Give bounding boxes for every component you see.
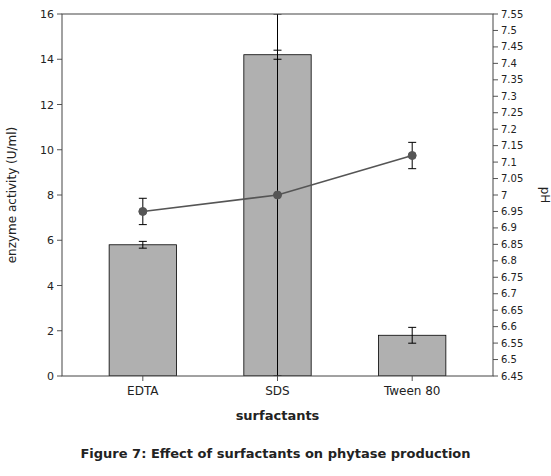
x-axis-label: surfactants — [236, 408, 320, 423]
y-tick — [57, 104, 62, 105]
y2-tick — [493, 145, 498, 146]
y-tick-label: 0 — [47, 370, 54, 383]
y2-tick-label: 6.5 — [501, 354, 517, 365]
y-tick-label: 8 — [47, 189, 54, 202]
y2-tick — [493, 277, 498, 278]
marker — [408, 152, 416, 160]
y2-tick — [493, 129, 498, 130]
y2-tick-label: 7 — [501, 190, 507, 201]
y-tick — [57, 330, 62, 331]
y2-tick — [493, 260, 498, 261]
y2-tick-label: 6.6 — [501, 321, 517, 332]
y2-tick — [493, 162, 498, 163]
y2-tick-label: 7.55 — [501, 9, 523, 20]
y-tick — [57, 149, 62, 150]
y2-tick — [493, 293, 498, 294]
y2-tick — [493, 211, 498, 212]
y-axis-label: enzyme activity (U/ml) — [5, 127, 19, 264]
error-bar — [139, 198, 147, 224]
y-tick — [57, 59, 62, 60]
y2-tick — [493, 244, 498, 245]
y2-tick — [493, 376, 498, 377]
error-bar — [408, 142, 416, 168]
chart-container: 0 2 4 6 8 10 12 14 16 6.45 6.5 6.55 6.6 6.65 6.7 6.75 6.… — [0, 0, 551, 476]
x-tick-label: SDS — [265, 384, 289, 398]
bar — [109, 245, 176, 376]
y2-tick — [493, 46, 498, 47]
y-tick-label: 10 — [40, 144, 54, 157]
y-tick-label: 16 — [40, 8, 54, 21]
y2-tick-label: 7.35 — [501, 74, 523, 85]
y-tick-label: 14 — [40, 53, 54, 66]
error-bar — [274, 14, 282, 376]
title: Figure 7: Effect of surfactants on phyta… — [80, 446, 470, 461]
y2-tick-label: 7.3 — [501, 91, 517, 102]
y2-tick — [493, 326, 498, 327]
y2-tick-label: 7.4 — [501, 58, 517, 69]
y2-tick-label: 6.95 — [501, 206, 523, 217]
y2-tick — [493, 195, 498, 196]
y-tick — [57, 240, 62, 241]
y2-tick — [493, 112, 498, 113]
y-tick — [57, 14, 62, 15]
marker — [274, 191, 282, 199]
error-bar — [139, 241, 147, 248]
y-tick-label: 4 — [47, 280, 54, 293]
error-bar — [408, 327, 416, 343]
x-tick-label: EDTA — [127, 384, 159, 398]
y2-tick-label: 6.8 — [501, 255, 517, 266]
plot-data — [109, 14, 446, 376]
y2-tick — [493, 96, 498, 97]
y2-tick-label: 7.1 — [501, 157, 517, 168]
y2-tick — [493, 63, 498, 64]
plot-frame — [62, 14, 493, 376]
y-tick — [57, 195, 62, 196]
y2-tick — [493, 343, 498, 344]
y2-tick-label: 6.75 — [501, 272, 523, 283]
y2-tick-label: 6.65 — [501, 305, 523, 316]
y-tick-label: 6 — [47, 234, 54, 247]
y2-tick-label: 7.2 — [501, 124, 517, 135]
y2-tick — [493, 178, 498, 179]
marker — [139, 207, 147, 215]
y2-tick — [493, 14, 498, 15]
y2-tick — [493, 79, 498, 80]
x-tick — [142, 376, 143, 381]
y2-tick-label: 7.15 — [501, 140, 523, 151]
y-tick-label: 12 — [40, 99, 54, 112]
y2-tick-label: 7.45 — [501, 41, 523, 52]
x-tick — [277, 376, 278, 381]
y2-tick-label: 6.55 — [501, 338, 523, 349]
x-tick — [412, 376, 413, 381]
y2-tick-label: 6.45 — [501, 371, 523, 382]
y2-tick — [493, 227, 498, 228]
y2-tick-label: 6.9 — [501, 222, 517, 233]
y2-tick-label: 7.5 — [501, 25, 517, 36]
y2-tick-label: 6.7 — [501, 288, 517, 299]
y-tick — [57, 285, 62, 286]
chart-svg: 0 2 4 6 8 10 12 14 16 6.45 6.5 6.55 6.6 6.65 6.7 6.75 6.… — [0, 0, 551, 476]
y2-tick-label: 6.85 — [501, 239, 523, 250]
y-tick — [57, 376, 62, 377]
y-tick-label: 2 — [47, 325, 54, 338]
y2-tick — [493, 30, 498, 31]
y2-axis-label: pH — [538, 187, 551, 204]
axes: 0 2 4 6 8 10 12 14 16 6.45 6.5 6.55 6.6 6.65 6.7 6.75 6.… — [40, 8, 523, 398]
y2-tick-label: 7.05 — [501, 173, 523, 184]
y2-tick-label: 7.25 — [501, 107, 523, 118]
y2-tick — [493, 359, 498, 360]
x-tick-label: Tween 80 — [383, 384, 441, 398]
y2-tick — [493, 310, 498, 311]
